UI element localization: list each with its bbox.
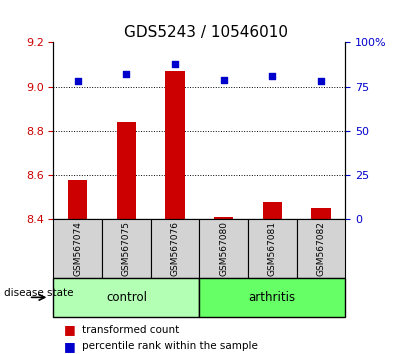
Text: GSM567074: GSM567074 — [73, 221, 82, 276]
Text: ■: ■ — [64, 324, 76, 336]
Bar — [263, 202, 282, 219]
Point — [123, 72, 129, 77]
Text: transformed count: transformed count — [82, 325, 180, 335]
Text: disease state: disease state — [4, 288, 74, 298]
Point — [220, 77, 227, 82]
Text: GSM567080: GSM567080 — [219, 221, 228, 276]
Text: arthritis: arthritis — [249, 291, 296, 304]
Text: GSM567082: GSM567082 — [316, 221, 326, 276]
Bar — [214, 217, 233, 219]
Text: GDS5243 / 10546010: GDS5243 / 10546010 — [123, 25, 288, 40]
Text: GSM567081: GSM567081 — [268, 221, 277, 276]
Point — [269, 73, 275, 79]
Point — [172, 61, 178, 67]
Bar — [165, 71, 185, 219]
Point — [318, 79, 324, 84]
Text: control: control — [106, 291, 147, 304]
Text: GSM567076: GSM567076 — [171, 221, 180, 276]
Text: percentile rank within the sample: percentile rank within the sample — [82, 341, 258, 351]
Bar — [311, 209, 330, 219]
Point — [74, 79, 81, 84]
Text: ■: ■ — [64, 340, 76, 353]
Text: GSM567075: GSM567075 — [122, 221, 131, 276]
Bar — [68, 180, 88, 219]
Bar — [117, 122, 136, 219]
